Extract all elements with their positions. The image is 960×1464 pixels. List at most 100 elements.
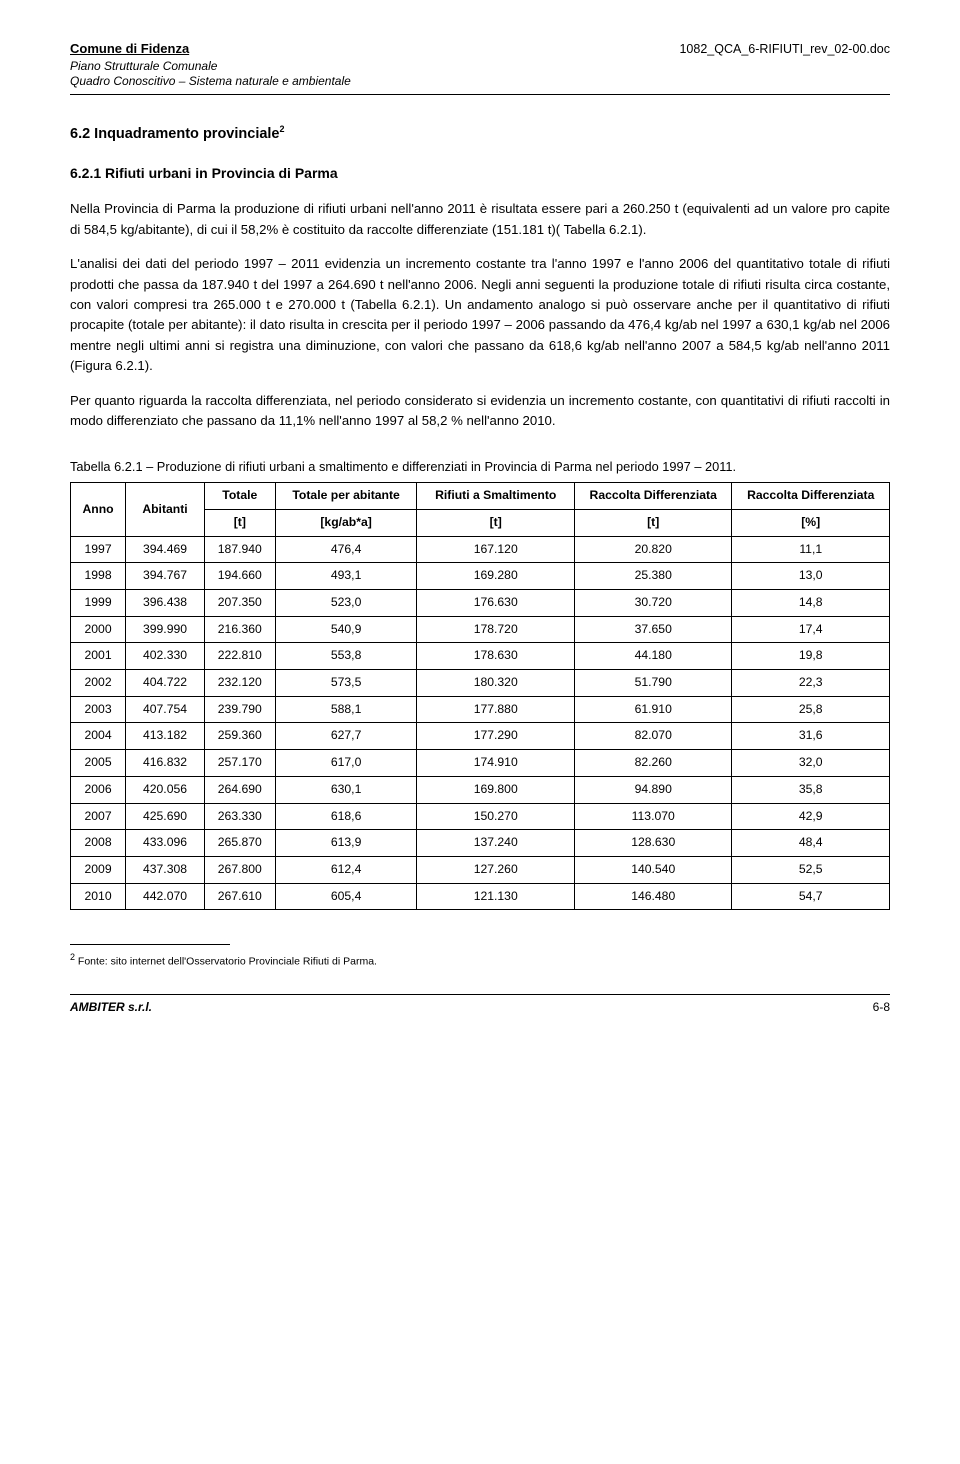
table-cell: 396.438: [126, 590, 205, 617]
table-cell: 169.280: [417, 563, 575, 590]
table-cell: 540,9: [275, 616, 417, 643]
table-row: 2008433.096265.870613,9137.240128.63048,…: [71, 830, 890, 857]
table-cell: 264.690: [204, 776, 275, 803]
table-row: 2006420.056264.690630,1169.80094.89035,8: [71, 776, 890, 803]
page-footer: AMBITER s.r.l. 6-8: [70, 999, 890, 1016]
table-cell: 1999: [71, 590, 126, 617]
table-cell: 150.270: [417, 803, 575, 830]
table-cell: 605,4: [275, 883, 417, 910]
table-cell: 178.630: [417, 643, 575, 670]
table-row: 2009437.308267.800612,4127.260140.54052,…: [71, 856, 890, 883]
table-cell: 232.120: [204, 670, 275, 697]
header-line3: Quadro Conoscitivo – Sistema naturale e …: [70, 74, 351, 90]
footnote-rule: [70, 944, 230, 945]
table-head-row-1: Anno Abitanti Totale Totale per abitante…: [71, 483, 890, 510]
table-cell: 267.800: [204, 856, 275, 883]
table-caption: Tabella 6.2.1 – Produzione di rifiuti ur…: [70, 458, 890, 477]
table-cell: 617,0: [275, 750, 417, 777]
section-heading-text: 6.2 Inquadramento provinciale: [70, 126, 280, 142]
section-heading-sup: 2: [280, 124, 285, 134]
table-cell: 177.290: [417, 723, 575, 750]
header-line2: Piano Strutturale Comunale: [70, 59, 351, 75]
section-heading: 6.2 Inquadramento provinciale2: [70, 123, 890, 145]
table-cell: 137.240: [417, 830, 575, 857]
paragraph-1: Nella Provincia di Parma la produzione d…: [70, 199, 890, 240]
table-cell: 25.380: [574, 563, 732, 590]
footer-rule: [70, 994, 890, 995]
th-unit-rd-pct: [%]: [732, 509, 890, 536]
table-cell: 437.308: [126, 856, 205, 883]
table-cell: 2006: [71, 776, 126, 803]
table-cell: 442.070: [126, 883, 205, 910]
table-cell: 1997: [71, 536, 126, 563]
table-cell: 207.350: [204, 590, 275, 617]
table-cell: 113.070: [574, 803, 732, 830]
subsection-heading: 6.2.1 Rifiuti urbani in Provincia di Par…: [70, 163, 890, 183]
footer-left: AMBITER s.r.l.: [70, 999, 152, 1016]
table-body: 1997394.469187.940476,4167.12020.82011,1…: [71, 536, 890, 910]
table-cell: 48,4: [732, 830, 890, 857]
table-cell: 20.820: [574, 536, 732, 563]
table-cell: 420.056: [126, 776, 205, 803]
table-row: 2003407.754239.790588,1177.88061.91025,8: [71, 696, 890, 723]
table-cell: 169.800: [417, 776, 575, 803]
table-cell: 1998: [71, 563, 126, 590]
table-cell: 146.480: [574, 883, 732, 910]
table-cell: 2001: [71, 643, 126, 670]
table-cell: 32,0: [732, 750, 890, 777]
table-cell: 187.940: [204, 536, 275, 563]
table-cell: 17,4: [732, 616, 890, 643]
th-unit-sm: [t]: [417, 509, 575, 536]
table-cell: 399.990: [126, 616, 205, 643]
footnote: 2 Fonte: sito internet dell'Osservatorio…: [70, 951, 890, 970]
table-cell: 13,0: [732, 563, 890, 590]
table-cell: 176.630: [417, 590, 575, 617]
table-row: 1997394.469187.940476,4167.12020.82011,1: [71, 536, 890, 563]
table-row: 2002404.722232.120573,5180.32051.79022,3: [71, 670, 890, 697]
table-row: 2001402.330222.810553,8178.63044.18019,8: [71, 643, 890, 670]
table-row: 2007425.690263.330618,6150.270113.07042,…: [71, 803, 890, 830]
table-cell: 263.330: [204, 803, 275, 830]
table-cell: 407.754: [126, 696, 205, 723]
table-cell: 61.910: [574, 696, 732, 723]
table-cell: 216.360: [204, 616, 275, 643]
table-cell: 2009: [71, 856, 126, 883]
table-cell: 630,1: [275, 776, 417, 803]
table-cell: 94.890: [574, 776, 732, 803]
table-cell: 11,1: [732, 536, 890, 563]
table-cell: 2002: [71, 670, 126, 697]
table-cell: 394.767: [126, 563, 205, 590]
table-cell: 140.540: [574, 856, 732, 883]
table-cell: 14,8: [732, 590, 890, 617]
table-cell: 127.260: [417, 856, 575, 883]
table-row: 2005416.832257.170617,0174.91082.26032,0: [71, 750, 890, 777]
paragraph-2: L'analisi dei dati del periodo 1997 – 20…: [70, 254, 890, 377]
table-cell: 222.810: [204, 643, 275, 670]
table-cell: 51.790: [574, 670, 732, 697]
table-cell: 476,4: [275, 536, 417, 563]
table-cell: 52,5: [732, 856, 890, 883]
table-cell: 265.870: [204, 830, 275, 857]
table-cell: 82.070: [574, 723, 732, 750]
table-cell: 425.690: [126, 803, 205, 830]
table-cell: 194.660: [204, 563, 275, 590]
table-row: 1999396.438207.350523,0176.63030.72014,8: [71, 590, 890, 617]
table-cell: 239.790: [204, 696, 275, 723]
table-cell: 612,4: [275, 856, 417, 883]
table-cell: 22,3: [732, 670, 890, 697]
data-table: Anno Abitanti Totale Totale per abitante…: [70, 482, 890, 910]
table-cell: 416.832: [126, 750, 205, 777]
header-left: Comune di Fidenza Piano Strutturale Comu…: [70, 40, 351, 90]
table-cell: 404.722: [126, 670, 205, 697]
table-cell: 121.130: [417, 883, 575, 910]
table-cell: 31,6: [732, 723, 890, 750]
footer-right: 6-8: [873, 999, 890, 1016]
table-cell: 19,8: [732, 643, 890, 670]
table-cell: 259.360: [204, 723, 275, 750]
table-cell: 174.910: [417, 750, 575, 777]
table-head: Anno Abitanti Totale Totale per abitante…: [71, 483, 890, 536]
table-cell: 493,1: [275, 563, 417, 590]
table-cell: 30.720: [574, 590, 732, 617]
table-cell: 613,9: [275, 830, 417, 857]
table-cell: 128.630: [574, 830, 732, 857]
